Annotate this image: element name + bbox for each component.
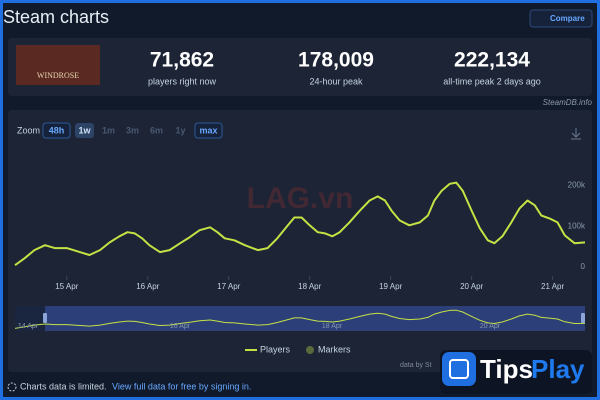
navigator-label: 16 Apr — [170, 323, 191, 330]
navigator-selection[interactable] — [45, 306, 585, 331]
x-tick-label: 21 Apr — [541, 282, 564, 291]
brand-a: Tips — [480, 354, 533, 384]
brand-icon-glyph — [449, 359, 469, 379]
game-image-text: WINDROSE — [37, 71, 79, 80]
zoom-option[interactable]: 6m — [150, 125, 163, 135]
zoom-option[interactable]: 48h — [49, 125, 65, 135]
page-title: Steam charts — [3, 7, 109, 27]
y-tick-label: 200k — [568, 181, 586, 190]
x-tick-label: 15 Apr — [55, 282, 78, 291]
legend-label[interactable]: Markers — [318, 344, 351, 354]
y-tick-label: 0 — [581, 262, 586, 271]
footer-link[interactable]: View full data for free by signing in. — [112, 381, 251, 391]
stat-value: 222,134 — [454, 49, 530, 72]
watermark: LAG.vn — [247, 182, 354, 215]
chart-panel — [8, 110, 592, 372]
brand-b: Play — [531, 354, 585, 384]
stat-label: all-time peak 2 days ago — [443, 76, 541, 86]
game-image — [16, 45, 100, 85]
navigator-label: 14 Apr — [18, 323, 39, 330]
zoom-option[interactable]: 3m — [126, 125, 139, 135]
brand-icon — [442, 352, 476, 386]
stat-label: players right now — [148, 76, 217, 86]
legend-label[interactable]: Players — [260, 344, 291, 354]
y-tick-label: 100k — [568, 221, 586, 230]
player-line — [14, 181, 586, 267]
notice-icon — [7, 382, 17, 392]
credit: data by St — [400, 362, 432, 369]
zoom-option[interactable]: 1y — [175, 125, 185, 135]
legend-marker — [306, 346, 314, 354]
stat-label: 24-hour peak — [309, 76, 363, 86]
brand-box — [440, 350, 592, 394]
zoom-button[interactable] — [75, 123, 94, 138]
footer-notice: Charts data is limited. — [20, 381, 107, 391]
navigator-handle[interactable] — [581, 313, 585, 323]
zoom-option[interactable]: 1m — [102, 125, 115, 135]
navigator-label: 18 Apr — [322, 323, 343, 330]
stats-panel — [8, 38, 592, 96]
zoom-button[interactable] — [194, 122, 223, 139]
x-tick-label: 18 Apr — [298, 282, 321, 291]
x-tick-label: 16 Apr — [136, 282, 159, 291]
zoom-option[interactable]: 1w — [78, 125, 91, 135]
zoom-button[interactable] — [42, 122, 71, 139]
source: SteamDB.info — [543, 98, 593, 107]
zoom-option[interactable]: max — [199, 125, 217, 135]
x-tick-label: 17 Apr — [217, 282, 240, 291]
x-tick-label: 19 Apr — [379, 282, 402, 291]
zoom-label: Zoom — [17, 125, 40, 135]
download-icon[interactable] — [571, 128, 581, 140]
x-tick-label: 20 Apr — [460, 282, 483, 291]
stat-value: 71,862 — [150, 49, 214, 72]
navigator-line — [14, 309, 586, 329]
compare-label[interactable]: Compare — [550, 14, 585, 23]
compare-button[interactable] — [529, 9, 593, 28]
navigator-handle[interactable] — [43, 313, 47, 323]
navigator-label: 20 Apr — [480, 323, 501, 330]
stat-value: 178,009 — [298, 49, 374, 72]
